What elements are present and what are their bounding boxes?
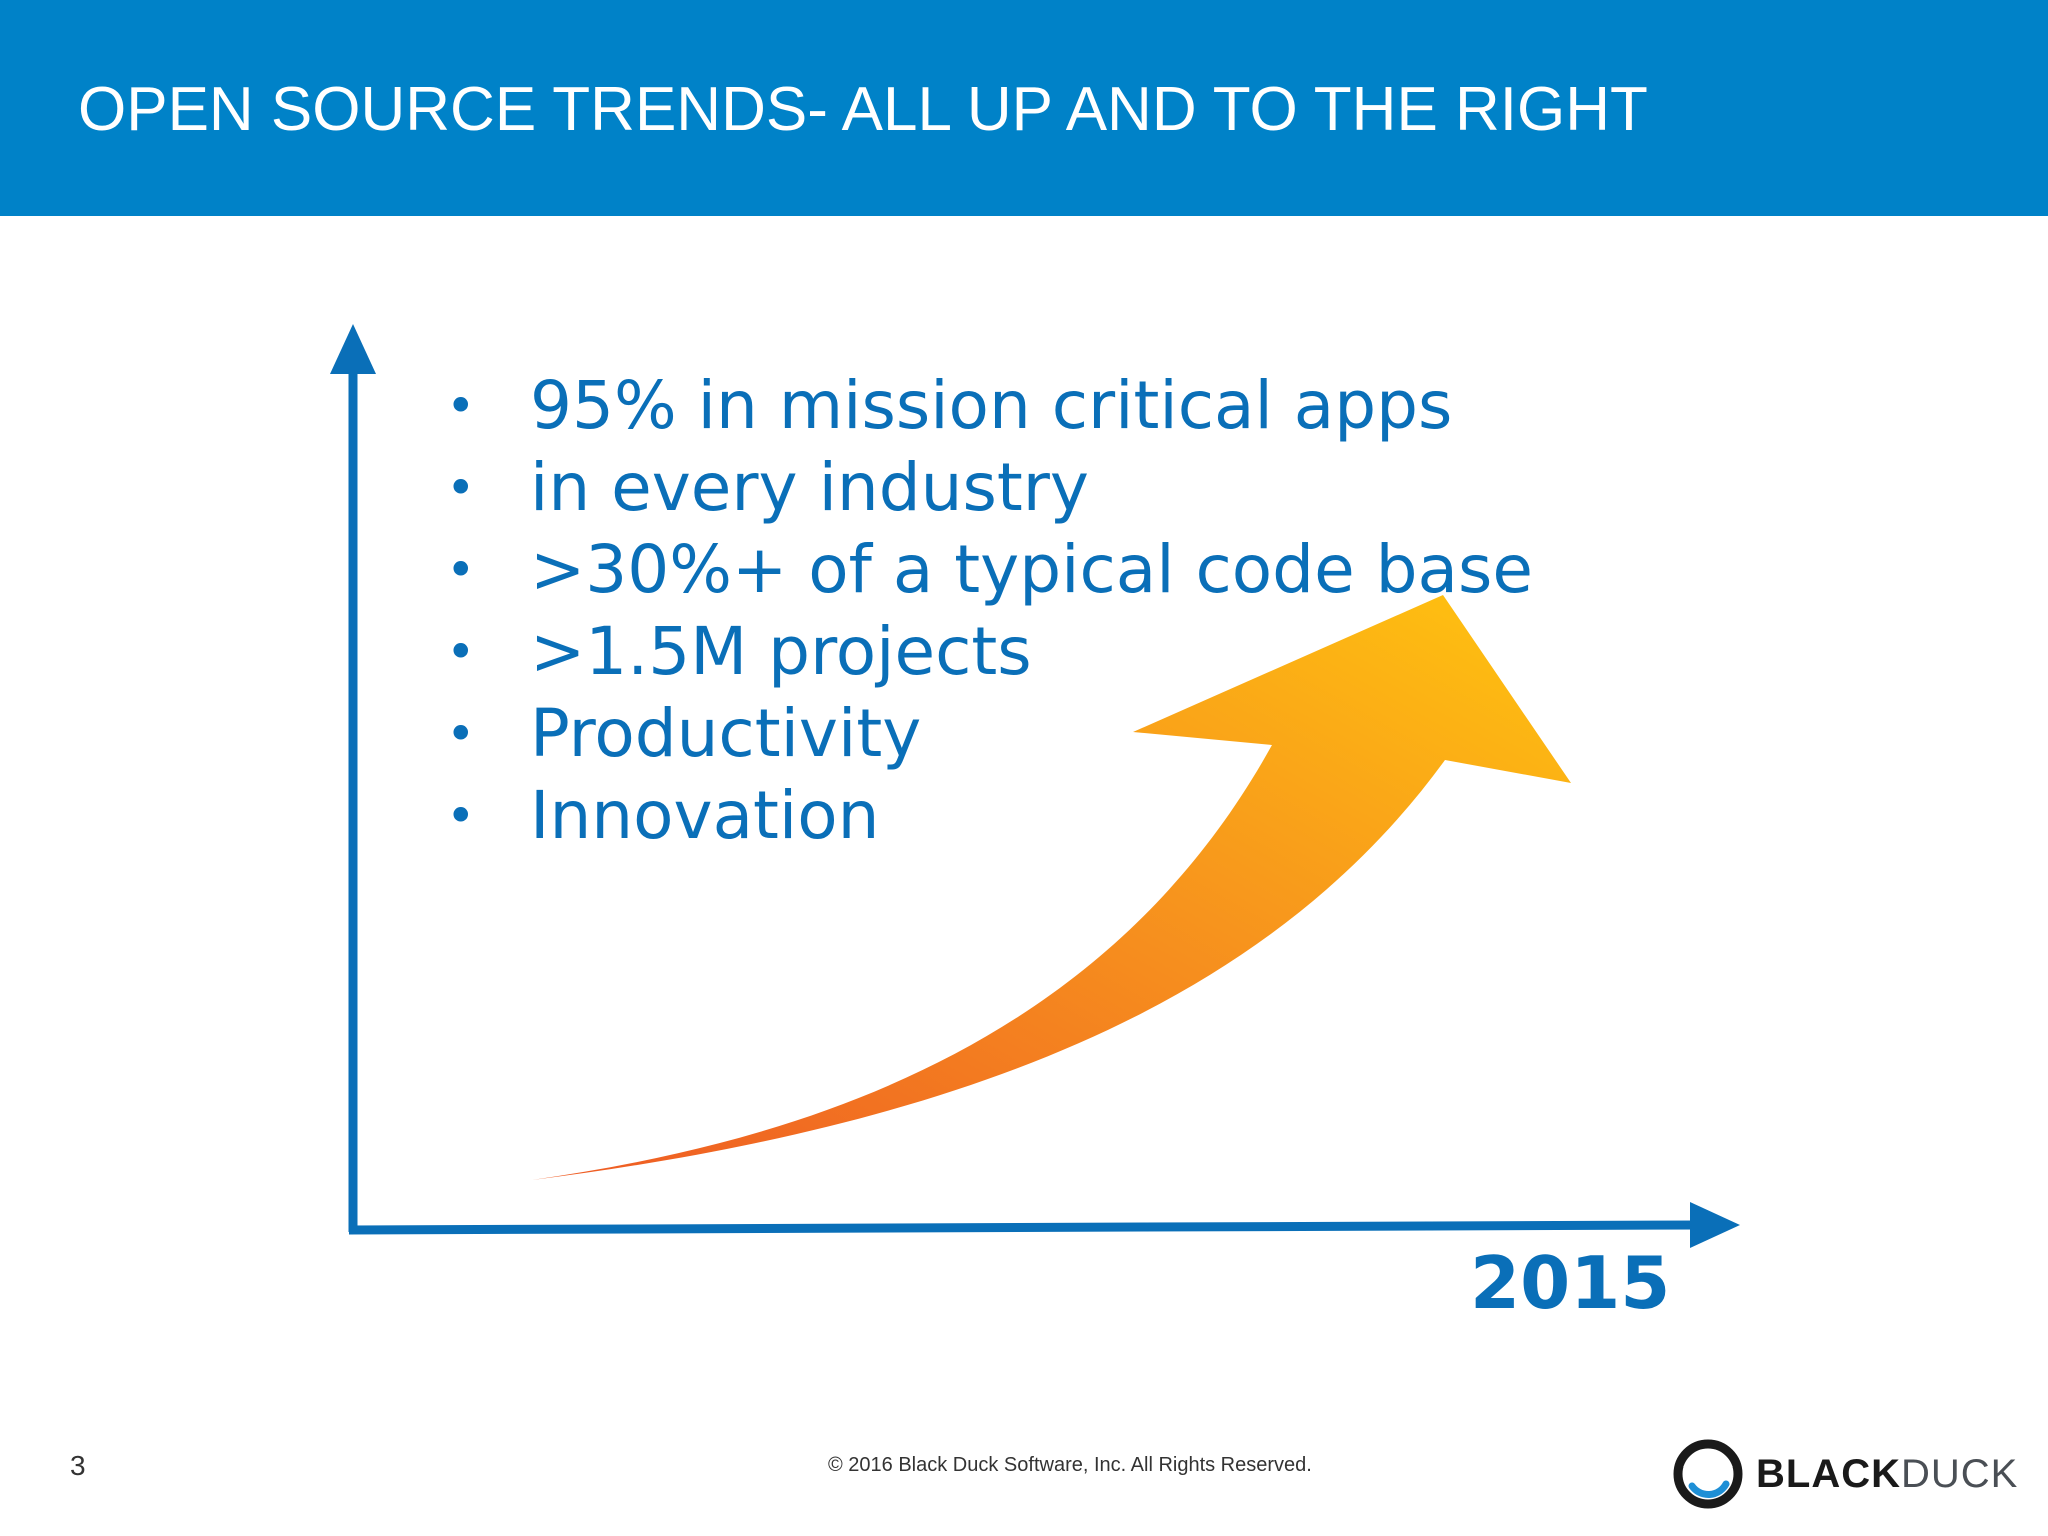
logo-wordmark-black: BLACK	[1756, 1452, 1901, 1496]
bullet-text: Productivity	[530, 695, 922, 772]
header-bar: OPEN SOURCE TRENDS- ALL UP AND TO THE RI…	[0, 0, 2048, 216]
bullet-item: • >1.5M projects	[446, 611, 1533, 693]
bullet-item: • Productivity	[446, 693, 1533, 775]
bullet-item: • >30%+ of a typical code base	[446, 529, 1533, 611]
logo-wordmark: BLACKDUCK	[1756, 1448, 2018, 1500]
bullet-dot: •	[446, 787, 476, 845]
bullet-text: 95% in mission critical apps	[530, 367, 1453, 444]
bullet-dot: •	[446, 377, 476, 435]
copyright-notice: © 2016 Black Duck Software, Inc. All Rig…	[828, 1454, 1312, 1476]
bullet-text: Innovation	[530, 777, 880, 854]
blackduck-logo-icon	[1673, 1439, 1743, 1509]
bullet-dot: •	[446, 459, 476, 517]
y-axis-arrowhead-icon	[330, 324, 376, 374]
x-axis-year-label: 2015	[1470, 1241, 1671, 1325]
x-axis-arrowhead-icon	[1690, 1202, 1740, 1248]
logo-wordmark-duck: DUCK	[1900, 1452, 2019, 1496]
bullet-text: >30%+ of a typical code base	[530, 531, 1533, 608]
slide-title: OPEN SOURCE TRENDS- ALL UP AND TO THE RI…	[78, 75, 1648, 144]
bullet-dot: •	[446, 705, 476, 763]
bullet-item: • 95% in mission critical apps	[446, 365, 1533, 447]
growth-arrow-icon	[532, 595, 1571, 1180]
bullet-text: in every industry	[530, 449, 1089, 526]
blackduck-logo: BLACKDUCK	[1672, 1438, 2017, 1512]
bullet-item: • Innovation	[446, 775, 1533, 857]
page-number: 3	[70, 1450, 86, 1481]
x-axis-line	[348, 1220, 1701, 1235]
bullet-dot: •	[446, 623, 476, 681]
bullet-list: • 95% in mission critical apps • in ever…	[446, 365, 1533, 857]
bullet-text: >1.5M projects	[530, 613, 1032, 690]
bullet-dot: •	[446, 541, 476, 599]
bullet-item: • in every industry	[446, 447, 1533, 529]
